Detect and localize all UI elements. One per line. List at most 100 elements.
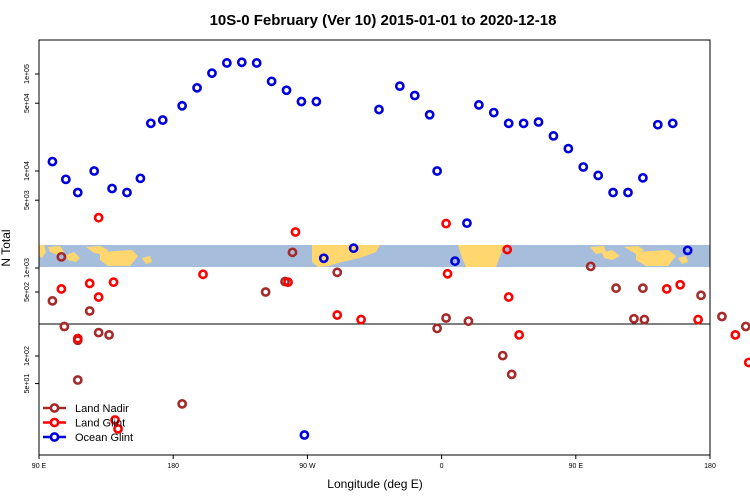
ocean-glint-point <box>145 118 156 129</box>
y-tick-label: 1e+02 <box>24 346 31 366</box>
land-glint-point <box>693 314 703 325</box>
legend-label-land-glint: Land Glint <box>75 418 125 430</box>
land-nadir-point <box>463 316 474 327</box>
land-glint-point <box>675 279 686 290</box>
land-nadir-point <box>104 329 114 340</box>
land-nadir-point <box>260 287 271 297</box>
y-tick-label: 5e+03 <box>24 190 31 210</box>
land-glint-point <box>56 284 67 294</box>
data-points <box>47 57 750 440</box>
land-glint-point <box>198 269 208 280</box>
ocean-glint-point <box>432 166 443 176</box>
ocean-glint-point <box>207 68 217 79</box>
land-glint-point <box>661 284 672 294</box>
ocean-glint-point <box>60 174 71 185</box>
ocean-glint-point <box>450 256 460 267</box>
ocean-glint-point <box>251 58 262 68</box>
ocean-glint-point <box>608 187 618 198</box>
ocean-glint-point <box>311 96 322 107</box>
land-glint-point <box>442 268 453 279</box>
x-tick-label: 180 <box>167 463 179 470</box>
land-glint-point <box>108 277 119 288</box>
land-nadir-point <box>47 295 58 306</box>
land-nadir-point <box>177 398 188 409</box>
land-nadir-point <box>441 313 451 323</box>
world-map-strip <box>39 245 710 267</box>
ocean-glint-point <box>473 100 484 110</box>
ocean-glint-point <box>135 173 146 184</box>
ocean-glint-point <box>266 76 277 87</box>
land-shape-5 <box>142 256 152 264</box>
ocean-glint-point <box>462 218 472 229</box>
ocean-glint-point <box>192 82 202 93</box>
land-nadir-point <box>638 283 648 294</box>
ocean-glint-point <box>72 187 83 198</box>
land-glint-point <box>72 333 83 344</box>
y-axis: 1e+03 5e+03 1e+04 5e+04 1e+05 5e+01 1e+02 5e+02 <box>24 64 39 393</box>
land-glint-point <box>290 227 301 237</box>
x-tick-label: 180 <box>704 463 716 470</box>
chart-title: 10S-0 February (Ver 10) 2015-01-01 to 20… <box>210 12 557 29</box>
land-nadir-point <box>497 350 508 361</box>
land-glint-point <box>110 415 120 425</box>
land-nadir-point <box>506 369 517 380</box>
land-nadir-point <box>84 306 95 316</box>
land-nadir-point <box>629 313 639 324</box>
land-nadir-point <box>72 375 83 385</box>
ocean-glint-point <box>503 118 514 129</box>
land-glint-point <box>441 218 451 229</box>
land-shape-0 <box>39 245 46 258</box>
land-glint-point <box>730 329 741 340</box>
y-axis-label: N Total <box>0 229 13 266</box>
land-nadir-point <box>717 311 727 322</box>
y-tick-label: 5e+01 <box>24 374 31 394</box>
x-axis-label: Longitude (deg E) <box>327 477 422 491</box>
ocean-glint-point <box>157 115 168 125</box>
land-nadir-point <box>432 323 443 334</box>
ocean-glint-point <box>652 119 663 130</box>
land-glint-point <box>743 357 750 368</box>
land-shape-9 <box>602 250 620 260</box>
x-axis: 90 E 180 90 W 0 90 E 180 <box>32 455 716 470</box>
y-tick-label: 1e+05 <box>24 64 31 84</box>
land-glint-point <box>514 329 525 340</box>
legend-marker-land-glint <box>49 417 60 428</box>
land-nadir-point <box>585 261 596 272</box>
land-glint-point <box>113 423 123 434</box>
ocean-glint-point <box>623 187 633 198</box>
y-tick-label: 5e+02 <box>24 282 31 302</box>
ocean-glint-point <box>667 118 678 129</box>
map-ocean <box>39 245 710 267</box>
ocean-glint-point <box>107 183 117 194</box>
legend-marker-ocean-glint <box>49 432 60 442</box>
land-glint-point <box>283 277 293 288</box>
land-shape-6 <box>312 245 380 267</box>
ocean-glint-point <box>122 187 132 198</box>
x-tick-label: 0 <box>440 463 444 470</box>
land-nadir-point <box>287 247 298 258</box>
land-shape-7 <box>458 245 505 267</box>
plot-frame <box>38 39 711 456</box>
ocean-glint-point <box>89 166 100 176</box>
legend: Land Nadir Land Glint Ocean Glint <box>43 403 133 444</box>
ocean-glint-point <box>409 90 420 101</box>
land-nadir-point <box>93 327 104 338</box>
land-glint-point <box>502 244 513 255</box>
land-glint-point <box>356 314 366 325</box>
ocean-glint-point <box>578 162 589 172</box>
x-tick-label: 90 W <box>299 463 316 470</box>
ocean-glint-point <box>518 118 529 129</box>
ocean-glint-point <box>548 131 559 141</box>
ocean-glint-point <box>638 172 648 183</box>
map-land <box>39 245 688 267</box>
ocean-glint-point <box>318 253 329 264</box>
land-glint-point <box>332 310 343 320</box>
ocean-glint-point <box>563 143 574 154</box>
ocean-glint-point <box>682 245 693 256</box>
land-glint-point <box>93 212 104 223</box>
ocean-glint-point <box>348 243 359 254</box>
ocean-glint-point <box>424 109 435 120</box>
x-tick-label: 90 E <box>32 463 47 470</box>
ocean-glint-point <box>221 58 232 68</box>
